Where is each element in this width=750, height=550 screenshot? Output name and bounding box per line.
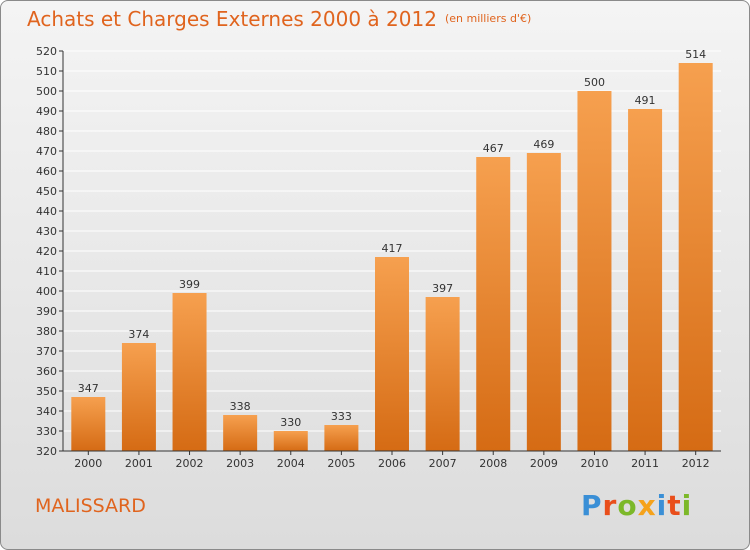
y-tick-label: 420 <box>36 245 57 258</box>
chart-title-text: Achats et Charges Externes 2000 à 2012 <box>27 7 437 31</box>
y-tick-label: 430 <box>36 225 57 238</box>
data-label: 399 <box>179 278 200 291</box>
y-tick-label: 340 <box>36 405 57 418</box>
y-tick-label: 480 <box>36 125 57 138</box>
data-label: 333 <box>331 410 352 423</box>
data-label: 338 <box>230 400 251 413</box>
data-label: 330 <box>280 416 301 429</box>
x-tick-label: 2007 <box>429 457 457 470</box>
bar-2001 <box>121 343 156 451</box>
data-label: 417 <box>382 242 403 255</box>
x-tick-label: 2011 <box>631 457 659 470</box>
x-tick-label: 2010 <box>580 457 608 470</box>
data-label: 491 <box>635 94 656 107</box>
bar-2002 <box>172 293 207 451</box>
data-label: 469 <box>533 138 554 151</box>
bars: 347 374 399 338 330 333 417 397 467 469 500 491 514 <box>71 48 713 451</box>
y-tick-label: 400 <box>36 285 57 298</box>
y-tick-label: 490 <box>36 105 57 118</box>
bar-2010 <box>577 91 612 451</box>
data-label: 397 <box>432 282 453 295</box>
x-tick-label: 2008 <box>479 457 507 470</box>
data-label: 500 <box>584 76 605 89</box>
chart-subtitle: (en milliers d'€) <box>444 12 532 25</box>
y-tick-label: 500 <box>36 85 57 98</box>
bar-2012 <box>678 63 713 451</box>
y-tick-label: 520 <box>36 45 57 58</box>
bar-2009 <box>526 153 561 451</box>
data-label: 514 <box>685 48 706 61</box>
bar-2007 <box>425 297 460 451</box>
bar-2005 <box>324 425 359 451</box>
x-tick-label: 2002 <box>176 457 204 470</box>
chart-title: Achats et Charges Externes 2000 à 2012 (e… <box>27 7 531 31</box>
bar-2000 <box>71 397 106 451</box>
proxiti-logo: Proxiti <box>581 489 693 522</box>
y-tick-label: 360 <box>36 365 57 378</box>
y-tick-label: 370 <box>36 345 57 358</box>
y-tick-label: 440 <box>36 205 57 218</box>
x-tick-label: 2003 <box>226 457 254 470</box>
y-tick-label: 390 <box>36 305 57 318</box>
y-tick-label: 460 <box>36 165 57 178</box>
bar-2008 <box>476 157 511 451</box>
data-label: 467 <box>483 142 504 155</box>
y-tick-label: 510 <box>36 65 57 78</box>
x-tick-label: 2005 <box>327 457 355 470</box>
data-label: 347 <box>78 382 99 395</box>
y-tick-label: 450 <box>36 185 57 198</box>
x-tick-label: 2006 <box>378 457 406 470</box>
bar-2003 <box>223 415 258 451</box>
bar-2006 <box>375 257 409 451</box>
y-tick-label: 470 <box>36 145 57 158</box>
x-tick-label: 2012 <box>682 457 710 470</box>
x-tick-label: 2000 <box>74 457 102 470</box>
bar-2011 <box>628 109 663 451</box>
y-tick-label: 380 <box>36 325 57 338</box>
y-tick-label: 350 <box>36 385 57 398</box>
bar-2004 <box>273 431 308 451</box>
x-tick-label: 2004 <box>277 457 305 470</box>
x-tick-label: 2001 <box>125 457 153 470</box>
y-tick-label: 320 <box>36 445 57 458</box>
data-label: 374 <box>128 328 149 341</box>
commune-name: MALISSARD <box>35 495 146 517</box>
y-tick-label: 330 <box>36 425 57 438</box>
axes: 320 330 340 350 360 370 380 390 400 410 420 430 440 4… <box>36 45 721 470</box>
x-tick-label: 2009 <box>530 457 558 470</box>
y-tick-label: 410 <box>36 265 57 278</box>
